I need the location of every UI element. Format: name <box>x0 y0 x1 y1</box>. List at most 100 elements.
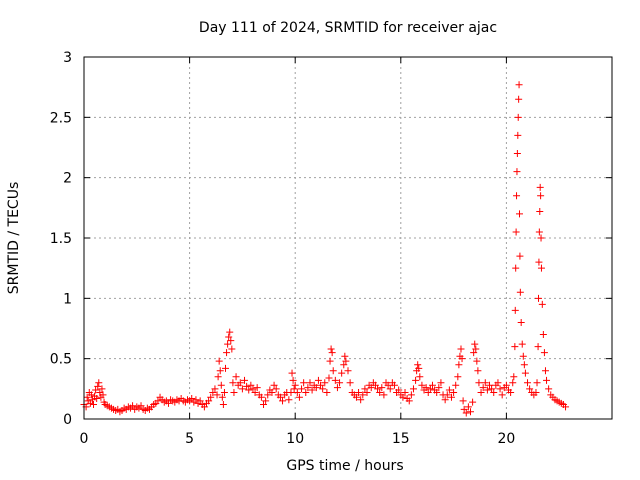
data-point <box>445 386 453 394</box>
data-point <box>260 401 268 409</box>
data-point <box>386 385 394 393</box>
data-point <box>279 397 287 405</box>
chart-title: Day 111 of 2024, SRMTID for receiver aja… <box>199 20 497 36</box>
x-axis-label: GPS time / hours <box>286 458 403 474</box>
data-series-srmtid <box>80 81 570 417</box>
data-point <box>488 385 496 393</box>
data-point <box>512 264 520 272</box>
data-point <box>460 405 468 413</box>
data-point <box>447 393 455 401</box>
data-point <box>537 264 545 272</box>
data-point <box>226 328 234 336</box>
data-point <box>521 369 529 377</box>
data-point <box>361 385 369 393</box>
data-point <box>459 397 467 405</box>
data-point <box>218 393 226 401</box>
data-point <box>270 381 278 389</box>
data-point <box>300 379 308 387</box>
data-point <box>518 340 526 348</box>
data-point <box>225 333 233 341</box>
data-point <box>539 331 547 339</box>
data-point <box>540 349 548 357</box>
data-point <box>164 399 172 407</box>
data-point <box>376 388 384 396</box>
data-point <box>94 382 102 390</box>
data-point <box>511 306 519 314</box>
axis-ticks: 0 5 10 15 20 0 0.5 1 1.5 2 2.5 3 <box>50 50 612 447</box>
data-point <box>222 364 230 372</box>
data-point <box>264 391 272 399</box>
data-point <box>302 388 310 396</box>
data-point <box>83 393 91 401</box>
data-point <box>538 300 546 308</box>
data-point <box>536 183 544 191</box>
data-point <box>333 384 341 392</box>
data-point <box>433 388 441 396</box>
y-tick-label: 2.5 <box>50 110 72 126</box>
data-point <box>514 131 522 139</box>
data-point <box>498 391 506 399</box>
data-point <box>401 388 409 396</box>
data-point <box>253 384 261 392</box>
data-point <box>308 386 316 394</box>
data-point <box>435 384 443 392</box>
data-point <box>336 379 344 387</box>
data-point <box>511 343 519 351</box>
data-point <box>405 397 413 405</box>
data-point <box>452 381 460 389</box>
data-point <box>312 384 320 392</box>
data-point <box>215 357 223 365</box>
data-point <box>512 228 520 236</box>
data-point <box>338 369 346 377</box>
data-point <box>515 95 523 103</box>
data-point <box>291 381 299 389</box>
data-point <box>462 409 470 417</box>
data-point <box>357 396 365 404</box>
data-point <box>86 399 94 407</box>
data-point <box>304 384 312 392</box>
y-tick-label: 1.5 <box>50 231 72 247</box>
data-point <box>219 401 227 409</box>
data-point <box>515 81 523 89</box>
data-point <box>188 394 196 402</box>
data-point <box>243 382 251 390</box>
data-point <box>422 384 430 392</box>
grid <box>84 57 612 419</box>
data-point <box>328 349 336 357</box>
data-point <box>340 361 348 369</box>
data-point <box>469 398 477 406</box>
data-point <box>424 388 432 396</box>
data-point <box>98 385 106 393</box>
data-point <box>514 113 522 121</box>
data-point <box>545 385 553 393</box>
data-point <box>331 376 339 384</box>
data-point <box>319 385 327 393</box>
data-point <box>475 379 483 387</box>
data-point <box>378 384 386 392</box>
data-point <box>223 349 231 357</box>
data-point <box>395 386 403 394</box>
data-point <box>262 397 270 405</box>
data-point <box>535 294 543 302</box>
y-tick-label: 2 <box>63 171 72 187</box>
data-point <box>533 379 541 387</box>
x-tick-label: 15 <box>392 431 410 447</box>
data-point <box>513 192 521 200</box>
data-point <box>87 391 95 399</box>
data-point <box>412 376 420 384</box>
data-point <box>532 388 540 396</box>
data-point <box>367 384 375 392</box>
data-point <box>409 385 417 393</box>
data-point <box>326 357 334 365</box>
data-point <box>454 373 462 381</box>
data-point <box>329 367 337 375</box>
data-point <box>481 379 489 387</box>
data-point <box>510 373 518 381</box>
data-point <box>209 388 217 396</box>
data-point <box>458 355 466 363</box>
data-point <box>90 401 98 409</box>
data-point <box>276 393 284 401</box>
data-point <box>390 381 398 389</box>
data-point <box>359 391 367 399</box>
y-tick-label: 1 <box>63 291 72 307</box>
